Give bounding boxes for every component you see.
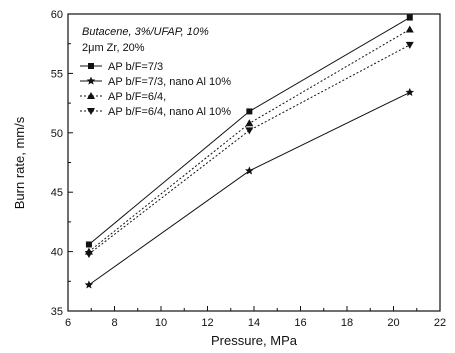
x-tick-label: 6 (65, 317, 71, 329)
legend-label: AP b/F=7/3, nano Al 10% (108, 76, 231, 88)
legend-marker (87, 92, 95, 99)
series-layer (84, 14, 415, 289)
data-point (406, 14, 413, 21)
y-tick-label: 45 (51, 187, 63, 199)
data-point (85, 241, 92, 248)
data-point (246, 108, 253, 115)
data-point (405, 41, 414, 49)
x-tick-label: 18 (341, 317, 353, 329)
y-tick-label: 55 (51, 68, 63, 80)
x-axis-title: Pressure, MPa (211, 333, 298, 348)
x-tick-label: 12 (201, 317, 213, 329)
x-tick-label: 10 (155, 317, 167, 329)
data-point (245, 166, 254, 175)
series-4 (84, 41, 414, 258)
legend-entry: AP b/F=6/4, (80, 91, 166, 103)
y-axis: 35 40 45 50 55 60 (51, 9, 73, 318)
legend-entry: AP b/F=6/4, nano Al 10% (80, 106, 231, 118)
y-axis-title: Burn rate, mm/s (12, 116, 27, 209)
y-tick-label: 50 (51, 128, 63, 140)
legend-entry: AP b/F=7/3, nano Al 10% (80, 76, 231, 88)
y-tick-label: 40 (51, 247, 63, 259)
legend: Butacene, 3%/UFAP, 10% 2μm Zr, 20% AP b/… (80, 26, 231, 118)
legend-label: AP b/F=7/3 (108, 61, 163, 73)
x-tick-label: 22 (434, 317, 446, 329)
data-point (245, 127, 254, 135)
data-point (245, 119, 254, 127)
annotation-1: Butacene, 3%/UFAP, 10% (82, 26, 209, 38)
series-3 (84, 25, 414, 255)
plot-frame (67, 13, 441, 312)
y-tick-label: 60 (51, 9, 63, 21)
x-axis: 6 8 10 12 14 16 18 20 22 (65, 306, 446, 329)
x-tick-label: 8 (111, 317, 117, 329)
data-point (405, 87, 415, 97)
y-tick-label: 35 (51, 306, 63, 318)
x-tick-label: 16 (294, 317, 306, 329)
series-1 (85, 14, 413, 248)
x-tick-label: 20 (387, 317, 399, 329)
legend-marker (87, 108, 95, 115)
annotation-2: 2μm Zr, 20% (82, 42, 145, 54)
x-tick-label: 14 (248, 317, 260, 329)
legend-label: AP b/F=6/4, nano Al 10% (108, 106, 231, 118)
data-point (405, 25, 414, 33)
legend-entry: AP b/F=7/3 (80, 61, 163, 73)
legend-label: AP b/F=6/4, (108, 91, 166, 103)
series-2 (84, 87, 415, 289)
legend-marker (86, 76, 96, 85)
data-point (84, 280, 94, 289)
data-point (84, 250, 93, 258)
legend-marker (88, 63, 94, 69)
